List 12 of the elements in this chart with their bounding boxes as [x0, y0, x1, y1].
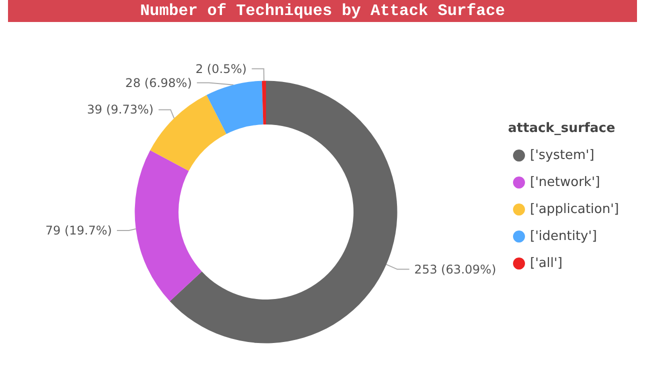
data-label: 28 (6.98%) [125, 76, 192, 90]
data-label: 253 (63.09%) [414, 262, 496, 276]
data-label: 39 (9.73%) [87, 102, 154, 117]
data-label: 79 (19.7%) [45, 223, 112, 238]
legend-title: attack_surface [508, 121, 616, 136]
chart-title: Number of Techniques by Attack Surface [8, 0, 637, 22]
legend-label: ['identity'] [530, 229, 597, 244]
legend-label: ['system'] [530, 148, 594, 163]
legend-label: ['application'] [530, 202, 620, 217]
data-label: 2 (0.5%) [195, 62, 247, 76]
legend-label: ['all'] [530, 256, 562, 271]
legend-label: ['network'] [530, 175, 600, 190]
